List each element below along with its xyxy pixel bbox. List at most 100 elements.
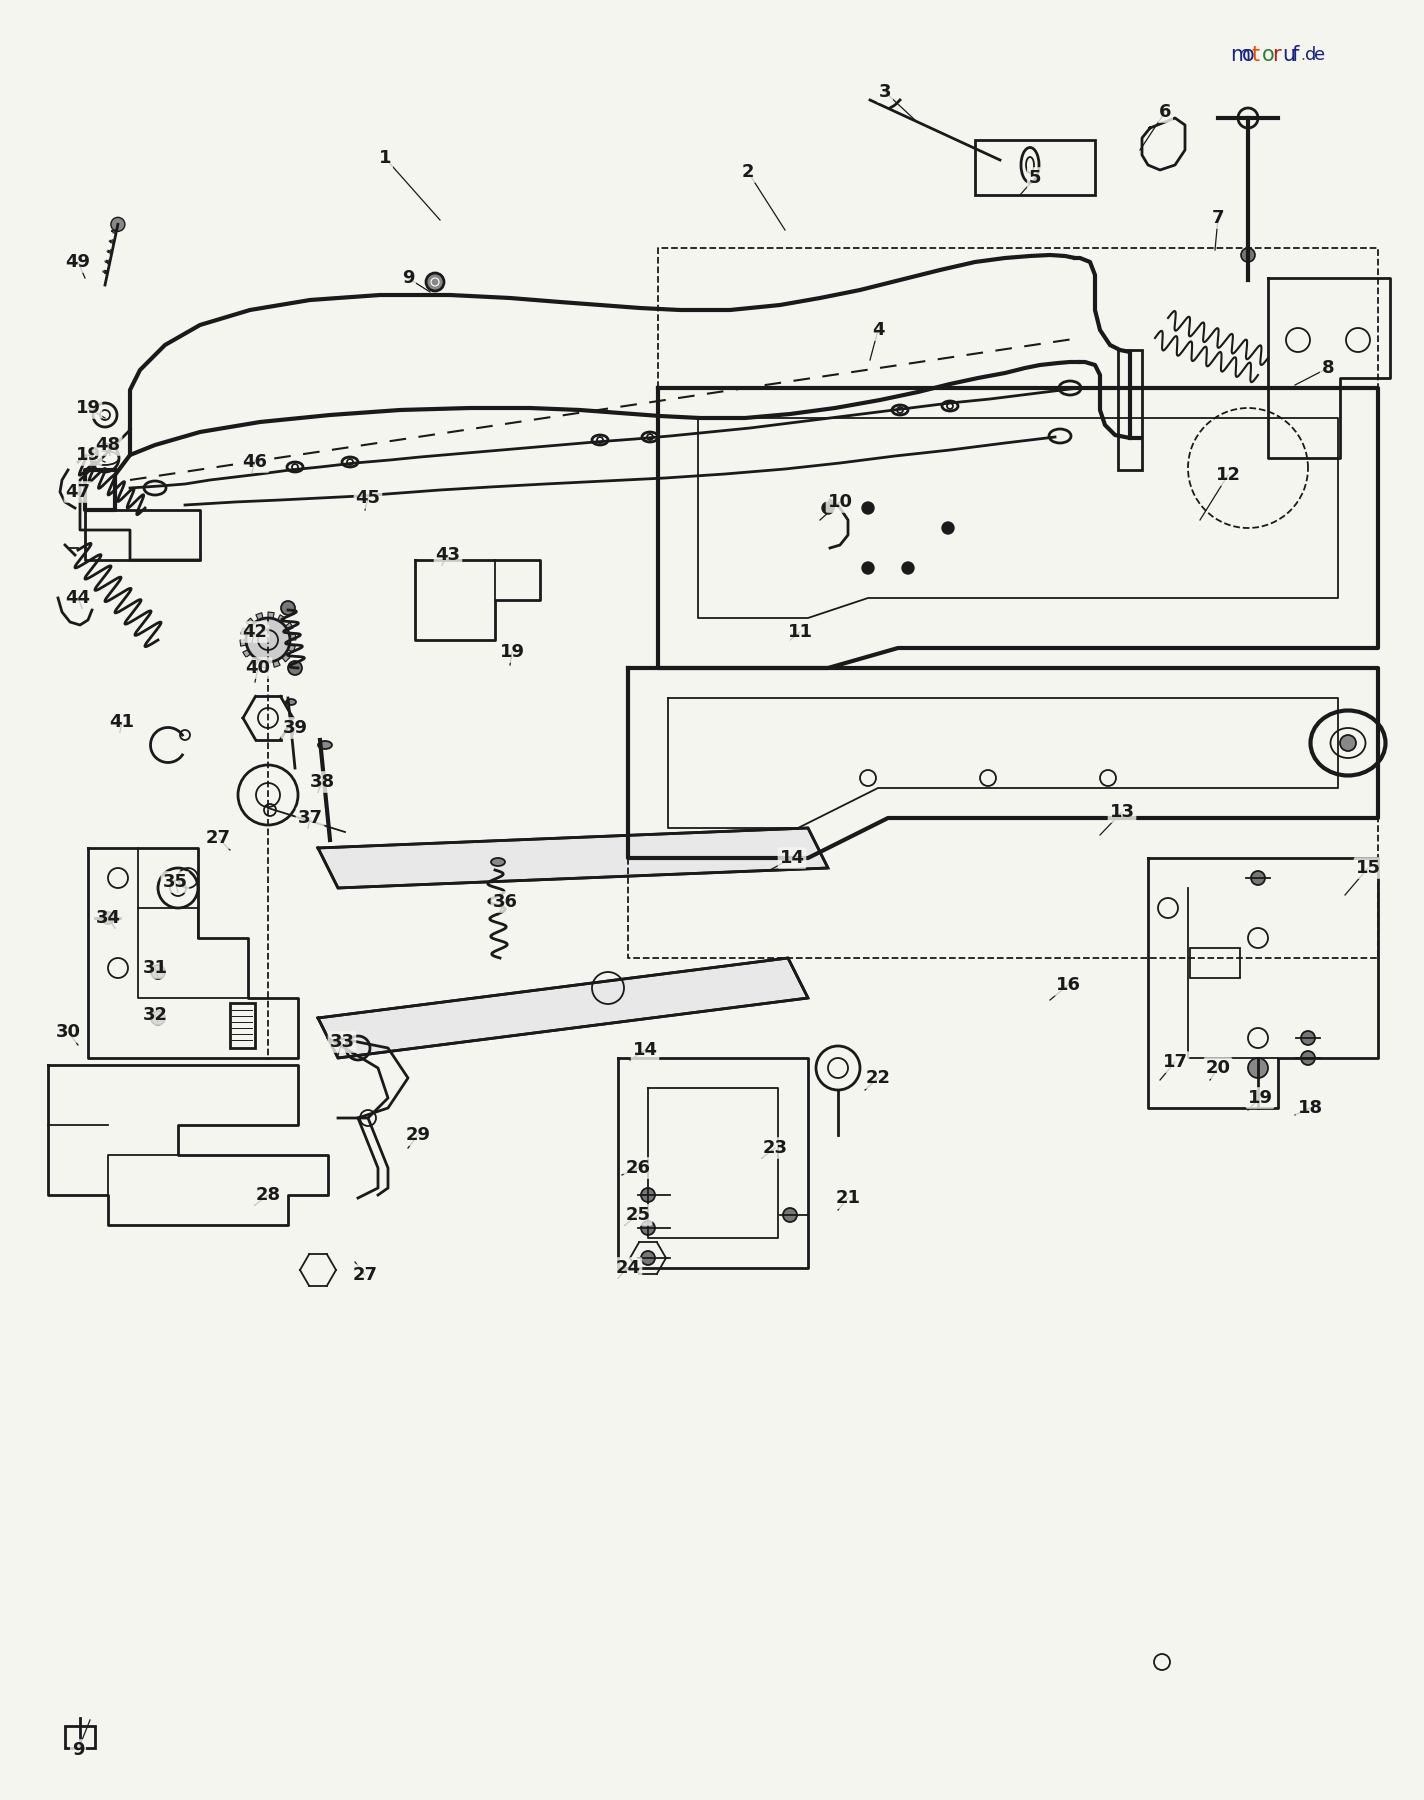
Polygon shape (278, 616, 285, 623)
Text: 20: 20 (1206, 1058, 1230, 1076)
Text: 8: 8 (1321, 358, 1334, 376)
Text: 3: 3 (879, 83, 891, 101)
Polygon shape (318, 958, 807, 1058)
Ellipse shape (318, 742, 332, 749)
Text: 4: 4 (871, 320, 884, 338)
Polygon shape (262, 661, 268, 668)
Polygon shape (246, 617, 255, 626)
Text: 32: 32 (142, 1006, 168, 1024)
Text: 22: 22 (866, 1069, 890, 1087)
Text: 19: 19 (500, 643, 524, 661)
Circle shape (426, 274, 444, 292)
Polygon shape (288, 644, 295, 652)
Bar (1190, 949, 1240, 977)
Text: 40: 40 (245, 659, 271, 677)
Text: 14: 14 (632, 1040, 658, 1058)
Circle shape (1302, 1051, 1314, 1066)
Polygon shape (251, 657, 258, 666)
Circle shape (641, 1220, 655, 1235)
Circle shape (1302, 1031, 1314, 1046)
Text: 41: 41 (110, 713, 134, 731)
Circle shape (111, 218, 125, 232)
Text: 38: 38 (309, 772, 335, 790)
Circle shape (783, 1208, 797, 1222)
Polygon shape (241, 641, 246, 646)
Text: 14: 14 (779, 850, 805, 868)
Text: 6: 6 (1159, 103, 1172, 121)
Text: .: . (1300, 47, 1304, 63)
Polygon shape (268, 612, 275, 619)
Text: 12: 12 (1216, 466, 1240, 484)
Text: 39: 39 (282, 718, 308, 736)
Circle shape (246, 617, 290, 662)
Bar (66, 1726, 95, 1748)
Bar (975, 140, 1095, 194)
Circle shape (1247, 1058, 1267, 1078)
Text: 10: 10 (827, 493, 853, 511)
Text: 16: 16 (1055, 976, 1081, 994)
Circle shape (288, 661, 302, 675)
Polygon shape (285, 623, 293, 630)
Text: r: r (1272, 45, 1280, 65)
Text: 26: 26 (625, 1159, 651, 1177)
Text: 30: 30 (56, 1022, 81, 1040)
Polygon shape (242, 650, 251, 657)
Circle shape (281, 601, 295, 616)
Text: 29: 29 (406, 1127, 430, 1145)
Polygon shape (282, 653, 290, 662)
Text: 33: 33 (329, 1033, 355, 1051)
Circle shape (862, 502, 874, 515)
Circle shape (641, 1251, 655, 1265)
Text: 28: 28 (255, 1186, 281, 1204)
Circle shape (641, 1188, 655, 1202)
Text: d: d (1304, 47, 1316, 65)
Text: 49: 49 (66, 254, 91, 272)
Text: 18: 18 (1297, 1100, 1323, 1118)
Circle shape (103, 913, 114, 923)
Ellipse shape (491, 859, 506, 866)
Text: 17: 17 (1162, 1053, 1188, 1071)
Polygon shape (256, 612, 263, 621)
Text: e: e (1314, 47, 1326, 65)
Text: 34: 34 (95, 909, 121, 927)
Polygon shape (241, 628, 248, 635)
Text: 2: 2 (742, 164, 755, 182)
Text: 24: 24 (615, 1258, 641, 1276)
Text: 44: 44 (66, 589, 91, 607)
Text: m: m (1230, 45, 1250, 65)
Text: 45: 45 (356, 490, 380, 508)
Text: 19: 19 (75, 446, 101, 464)
Text: 36: 36 (493, 893, 517, 911)
Text: 47: 47 (66, 482, 91, 500)
Text: 46: 46 (242, 454, 268, 472)
Text: t: t (1252, 45, 1260, 65)
Text: o: o (1262, 45, 1274, 65)
Text: 25: 25 (625, 1206, 651, 1224)
Bar (1118, 349, 1142, 470)
Circle shape (1240, 248, 1255, 263)
Text: 35: 35 (162, 873, 188, 891)
Text: 9: 9 (402, 268, 414, 286)
Ellipse shape (286, 698, 296, 706)
Circle shape (151, 965, 165, 979)
Text: o: o (1242, 45, 1255, 65)
Polygon shape (289, 634, 296, 641)
Text: 19: 19 (75, 400, 101, 418)
Text: 13: 13 (1109, 803, 1135, 821)
Text: 5: 5 (1028, 169, 1041, 187)
Text: 27: 27 (205, 830, 231, 848)
Bar (231, 1003, 255, 1048)
Text: 21: 21 (836, 1190, 860, 1208)
Text: 1: 1 (379, 149, 392, 167)
Circle shape (1252, 871, 1265, 886)
Text: f: f (1292, 45, 1299, 65)
Circle shape (151, 1012, 165, 1024)
Circle shape (862, 562, 874, 574)
Polygon shape (318, 828, 827, 887)
Text: 11: 11 (787, 623, 813, 641)
Text: 27: 27 (353, 1265, 377, 1283)
Text: u: u (1282, 45, 1294, 65)
Text: 43: 43 (436, 545, 460, 563)
Text: 19: 19 (1247, 1089, 1273, 1107)
Text: 31: 31 (142, 959, 168, 977)
